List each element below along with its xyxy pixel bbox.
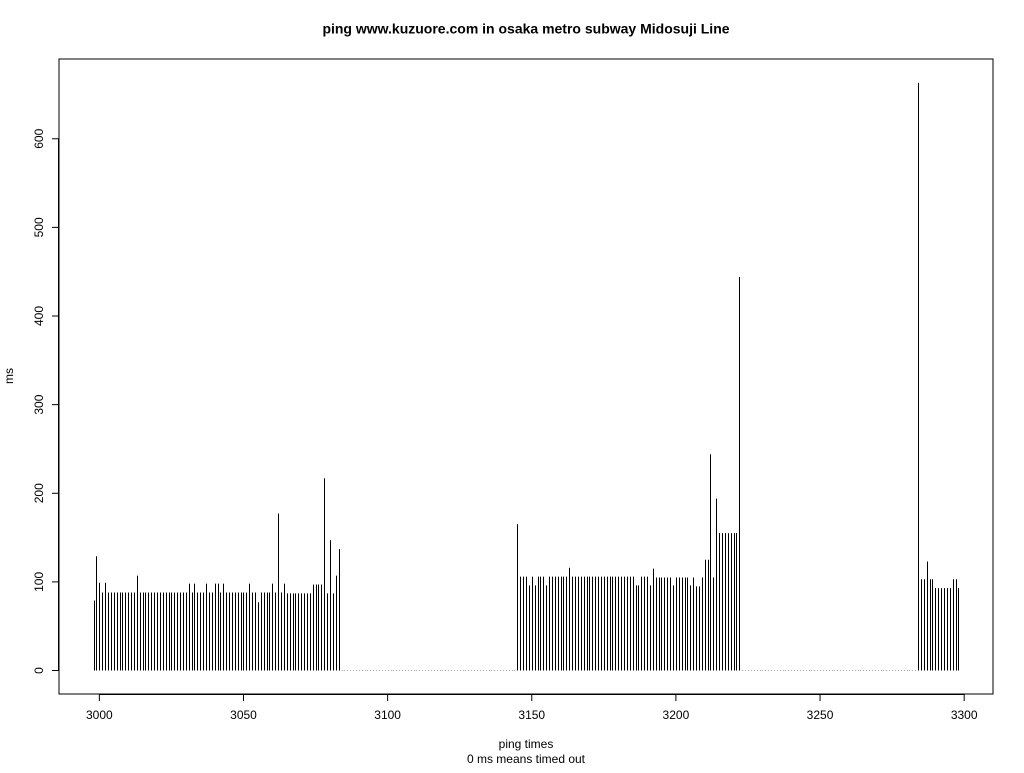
y-tick-label: 500 (32, 217, 46, 237)
y-tick-label: 100 (32, 572, 46, 592)
y-axis-label: ms (2, 368, 16, 384)
y-tick-label: 200 (32, 483, 46, 503)
x-tick-label: 3250 (807, 708, 834, 722)
x-tick-label: 3300 (951, 708, 978, 722)
x-tick-label: 3200 (663, 708, 690, 722)
y-tick-label: 0 (32, 667, 46, 674)
x-tick-label: 3050 (230, 708, 257, 722)
x-axis-note: 0 ms means timed out (467, 752, 586, 766)
y-tick-label: 600 (32, 128, 46, 148)
y-tick-label: 300 (32, 394, 46, 414)
chart-title: ping www.kuzuore.com in osaka metro subw… (322, 21, 729, 37)
x-tick-label: 3150 (518, 708, 545, 722)
x-axis-label: ping times (499, 737, 554, 751)
x-tick-label: 3000 (86, 708, 113, 722)
y-tick-label: 400 (32, 306, 46, 326)
x-tick-label: 3100 (374, 708, 401, 722)
